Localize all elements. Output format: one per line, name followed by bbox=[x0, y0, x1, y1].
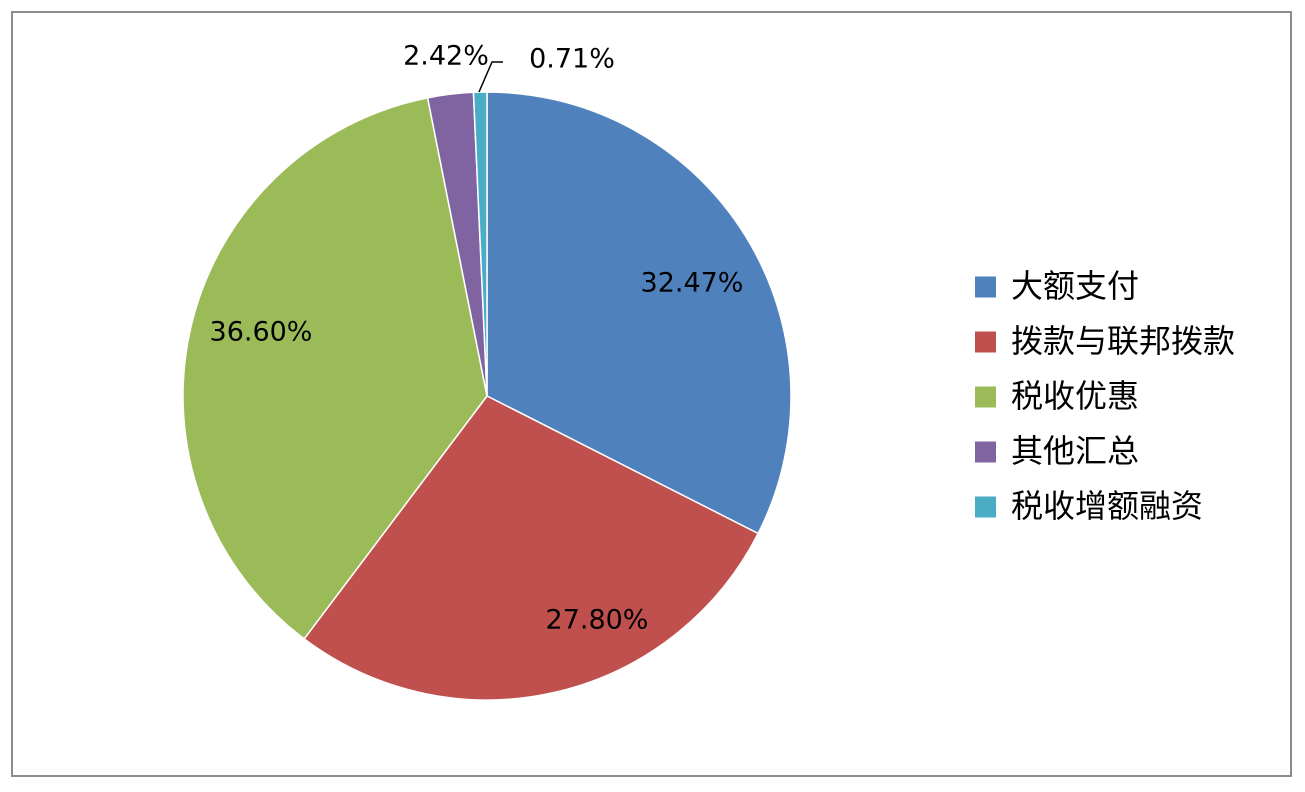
pie-slice bbox=[486, 91, 792, 535]
leader-line bbox=[478, 61, 503, 93]
legend-swatch bbox=[975, 276, 996, 298]
legend-label: 其他汇总 bbox=[1011, 432, 1139, 470]
data-label: 0.71% bbox=[529, 44, 615, 75]
data-label: 32.47% bbox=[641, 268, 744, 299]
legend-swatch bbox=[975, 496, 996, 518]
legend-label: 大额支付 bbox=[1011, 267, 1139, 305]
legend-label: 税收增额融资 bbox=[1011, 487, 1203, 525]
data-label: 2.42% bbox=[403, 41, 489, 72]
legend-swatch bbox=[975, 331, 996, 353]
legend-swatch bbox=[975, 441, 996, 463]
legend-label: 税收优惠 bbox=[1011, 377, 1139, 415]
legend-label: 拨款与联邦拨款 bbox=[1011, 322, 1235, 360]
pie-slice bbox=[472, 91, 488, 397]
data-label: 36.60% bbox=[210, 317, 313, 348]
pie-slice bbox=[182, 96, 488, 640]
legend-swatch bbox=[975, 386, 996, 408]
data-labels: 32.47% 27.80% 36.60% 2.42% 0.71% bbox=[210, 41, 744, 636]
data-label: 27.80% bbox=[546, 605, 649, 636]
pie-slice bbox=[303, 395, 760, 701]
leader-lines bbox=[478, 61, 503, 93]
pie-slices bbox=[182, 91, 792, 701]
